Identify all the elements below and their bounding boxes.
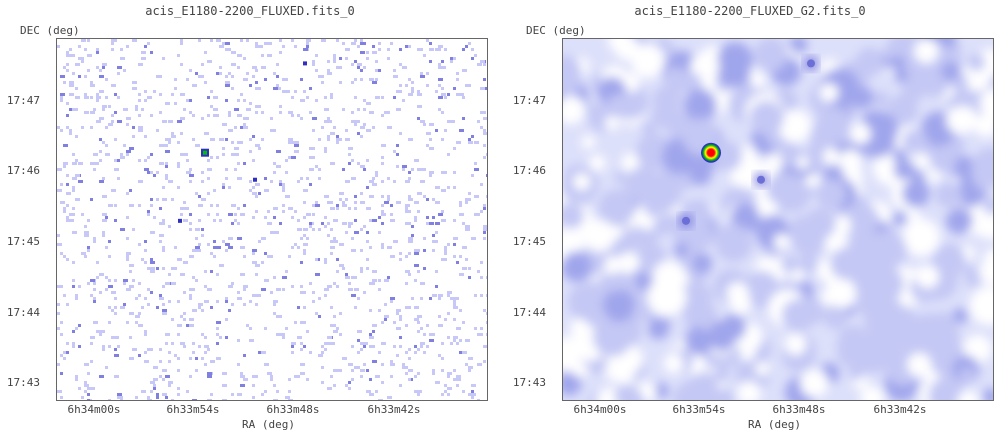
x-axis-label: RA (deg) bbox=[748, 418, 801, 431]
source-pixel bbox=[253, 177, 257, 182]
source-blob-core bbox=[682, 216, 690, 225]
y-tick-label: 17:45 bbox=[6, 235, 40, 248]
background-counts bbox=[57, 39, 487, 400]
x-tick-label: 6h33m48s bbox=[772, 403, 826, 416]
y-axis-label: DEC (deg) bbox=[20, 24, 80, 37]
smoothed-noise bbox=[563, 39, 993, 400]
y-tick-label: 17:46 bbox=[6, 164, 40, 177]
y-tick-label: 17:44 bbox=[6, 306, 40, 319]
chart-title: acis_E1180-2200_FLUXED.fits_0 bbox=[145, 4, 355, 18]
y-axis-label: DEC (deg) bbox=[526, 24, 586, 37]
right-panel: acis_E1180-2200_FLUXED_G2.fits_0 DEC (de… bbox=[500, 0, 1000, 440]
x-tick-label: 6h33m42s bbox=[873, 403, 927, 416]
x-tick-label: 6h33m42s bbox=[367, 403, 421, 416]
heatmap-image bbox=[57, 39, 487, 400]
source-blob-core bbox=[807, 59, 815, 68]
x-tick-label: 6h34m00s bbox=[573, 403, 627, 416]
source-pixel bbox=[303, 61, 307, 66]
x-tick-label: 6h33m48s bbox=[266, 403, 320, 416]
y-tick-label: 17:43 bbox=[512, 376, 546, 389]
y-tick-label: 17:47 bbox=[6, 94, 40, 107]
source-pixel bbox=[203, 150, 207, 155]
source-blob-core bbox=[757, 175, 765, 184]
heatmap-image bbox=[563, 39, 993, 400]
x-tick-label: 6h34m00s bbox=[67, 403, 121, 416]
left-panel: acis_E1180-2200_FLUXED.fits_0 DEC (deg) … bbox=[6, 4, 488, 431]
y-tick-label: 17:44 bbox=[512, 306, 546, 319]
source-pixel bbox=[178, 218, 182, 223]
image-frame[interactable] bbox=[56, 38, 488, 401]
y-tick-label: 17:46 bbox=[512, 164, 546, 177]
x-tick-label: 6h33m54s bbox=[672, 403, 726, 416]
chart-title: acis_E1180-2200_FLUXED_G2.fits_0 bbox=[634, 4, 866, 18]
x-axis-label: RA (deg) bbox=[242, 418, 295, 431]
image-frame[interactable] bbox=[562, 38, 994, 401]
y-tick-label: 17:45 bbox=[512, 235, 546, 248]
x-tick-label: 6h33m54s bbox=[166, 403, 220, 416]
y-tick-label: 17:43 bbox=[6, 376, 40, 389]
source-peak bbox=[701, 142, 721, 163]
y-tick-label: 17:47 bbox=[512, 94, 546, 107]
